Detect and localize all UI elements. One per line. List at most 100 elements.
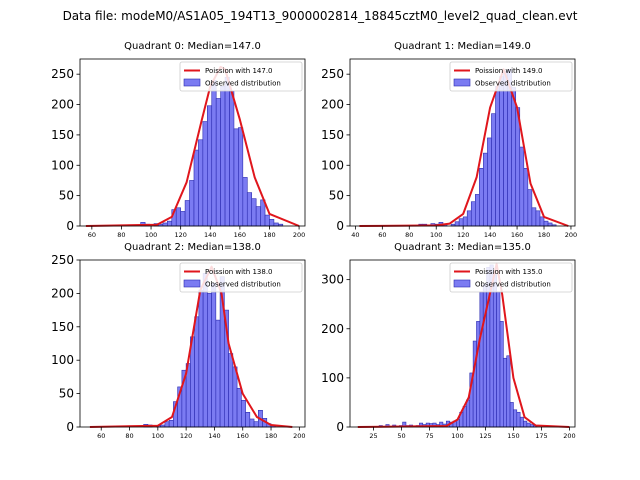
x-tick-label: 160 — [234, 231, 246, 239]
y-tick-label: 0 — [66, 420, 74, 434]
y-tick-label: 0 — [336, 219, 344, 233]
histogram-bar — [519, 146, 525, 227]
histogram-bar — [539, 216, 545, 227]
legend-observed-label: Observed distribution — [475, 281, 551, 289]
x-tick-label: 140 — [204, 231, 216, 239]
x-tick-label: 100 — [430, 231, 442, 239]
histogram-bar — [462, 216, 468, 227]
histogram-bar — [269, 219, 275, 227]
histogram-bar — [458, 218, 464, 227]
x-tick-label: 120 — [457, 231, 469, 239]
histogram-bar — [466, 399, 471, 428]
histogram-bar — [273, 222, 279, 227]
y-tick-label: 200 — [51, 98, 74, 112]
legend-observed-label: Observed distribution — [205, 281, 281, 289]
x-tick-label: 80 — [125, 432, 133, 440]
histogram-bar — [189, 180, 195, 227]
y-tick-label: 100 — [321, 158, 344, 172]
histogram-bar — [523, 420, 528, 428]
histogram-bar — [526, 422, 531, 428]
x-tick-label: 60 — [97, 432, 105, 440]
histogram-bar — [547, 222, 553, 227]
legend-poisson-label: Poission with 149.0 — [475, 67, 543, 75]
axes-frame — [349, 259, 576, 428]
histogram-bar — [167, 220, 173, 227]
histogram-bar — [198, 139, 204, 227]
histogram-bar — [194, 316, 200, 428]
x-tick-label: 40 — [351, 231, 359, 239]
histogram-bar — [479, 168, 484, 227]
histogram-bar — [523, 168, 529, 227]
quadrant-3-title: Quadrant 3: Median=135.0 — [394, 242, 531, 253]
x-tick-label: 25 — [369, 432, 377, 440]
histogram-bars — [418, 69, 557, 227]
legend-hist-swatch — [453, 279, 471, 288]
histogram-bar — [527, 189, 533, 227]
histogram-bar — [264, 214, 270, 227]
histogram-bar — [224, 76, 230, 227]
x-tick-label: 180 — [265, 432, 277, 440]
histogram-bar — [466, 210, 472, 227]
histogram-bar — [255, 206, 261, 227]
y-tick-label: 200 — [321, 322, 344, 336]
histogram-bar — [249, 418, 255, 428]
histogram-bar — [492, 274, 497, 428]
histogram-bar — [162, 222, 168, 227]
legend-observed-label: Observed distribution — [475, 80, 551, 88]
x-tick-label: 60 — [88, 231, 96, 239]
y-tick-label: 0 — [336, 420, 344, 434]
histogram-bar — [168, 420, 174, 428]
histogram-bar — [198, 289, 204, 428]
axes-frame — [79, 58, 306, 227]
x-tick-label: 80 — [405, 231, 413, 239]
histogram-bar — [482, 284, 487, 428]
y-tick-label: 100 — [321, 371, 344, 385]
x-tick-label: 200 — [293, 231, 305, 239]
histogram-bar — [251, 198, 257, 227]
histogram-bar — [215, 319, 221, 428]
histogram-bar — [220, 86, 226, 227]
x-tick-label: 175 — [535, 432, 547, 440]
histogram-bar — [496, 291, 501, 428]
y-tick-label: 300 — [321, 273, 344, 287]
quadrant-1-title: Quadrant 1: Median=149.0 — [394, 41, 531, 52]
legend: Poission with 135.0 Observed distribution — [449, 262, 573, 293]
histogram-bar — [543, 220, 549, 227]
legend-observed-label: Observed distribution — [205, 80, 281, 88]
histogram-bar — [499, 76, 504, 227]
histogram-bar — [246, 192, 253, 227]
legend-box — [449, 262, 573, 293]
legend: Poission with 138.0 Observed distribution — [179, 262, 303, 293]
legend-box — [179, 61, 303, 92]
histogram-bar — [202, 121, 208, 227]
histogram-bar — [454, 221, 460, 227]
histogram-bar — [238, 127, 244, 227]
histogram-bar — [180, 211, 186, 227]
legend: Poission with 149.0 Observed distribution — [449, 61, 573, 92]
histogram-bar — [511, 87, 517, 227]
histogram-bar — [241, 399, 246, 428]
y-tick-label: 200 — [51, 286, 74, 300]
histogram-bar — [253, 421, 259, 428]
x-tick-label: 160 — [237, 432, 249, 440]
poisson-curve — [359, 68, 569, 227]
x-tick-label: 160 — [511, 231, 523, 239]
axes-frame — [79, 259, 306, 428]
histogram-bar — [242, 177, 248, 227]
histogram-bar — [228, 353, 234, 428]
legend-box — [449, 61, 573, 92]
y-tick-label: 150 — [321, 128, 344, 142]
histogram-bar — [207, 293, 212, 428]
histogram-bar — [470, 201, 476, 227]
x-tick-label: 200 — [563, 432, 575, 440]
histogram-bars — [140, 76, 284, 227]
histogram-bar — [506, 355, 511, 428]
histogram-bars — [143, 273, 276, 428]
legend-hist-swatch — [183, 78, 201, 87]
y-tick-label: 150 — [51, 128, 74, 142]
y-tick-label: 200 — [321, 98, 344, 112]
histogram-bar — [516, 411, 521, 428]
histogram-bar — [495, 86, 500, 227]
histogram-bar — [513, 409, 518, 428]
